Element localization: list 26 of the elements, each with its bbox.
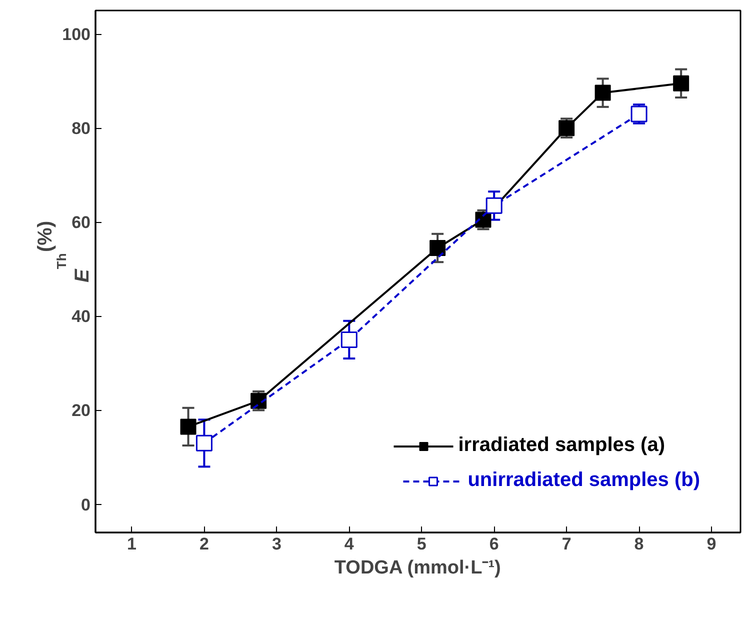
x-tick-label: 9	[706, 534, 716, 554]
point	[340, 331, 358, 348]
point	[558, 120, 575, 136]
y-tick-label: 100	[62, 25, 91, 44]
y-tick-label: 40	[72, 307, 91, 326]
legend-label: unirradiated samples (b)	[468, 469, 700, 492]
legend-label: irradiated samples (a)	[458, 434, 665, 457]
x-tick-label: 6	[489, 534, 499, 554]
x-tick-label: 1	[127, 534, 136, 554]
point	[180, 418, 196, 435]
point	[430, 240, 446, 256]
y-tick-label: 20	[72, 401, 91, 420]
point	[486, 197, 502, 214]
x-tick-label: 3	[272, 534, 282, 554]
x-tick-label: 8	[634, 534, 644, 554]
x-tick-label: 4	[344, 534, 354, 554]
y-tick-label: 60	[72, 213, 91, 232]
x-tick-label: 5	[416, 534, 426, 554]
x-axis-title: TODGA (mmol·L⁻¹)	[334, 558, 501, 578]
y-tick-label: 80	[72, 119, 91, 138]
y-tick-label: 0	[81, 495, 91, 514]
point	[673, 75, 690, 92]
point	[594, 84, 611, 101]
x-tick-label: 2	[199, 534, 209, 554]
point	[196, 434, 212, 452]
x-tick-label: 7	[562, 534, 572, 554]
